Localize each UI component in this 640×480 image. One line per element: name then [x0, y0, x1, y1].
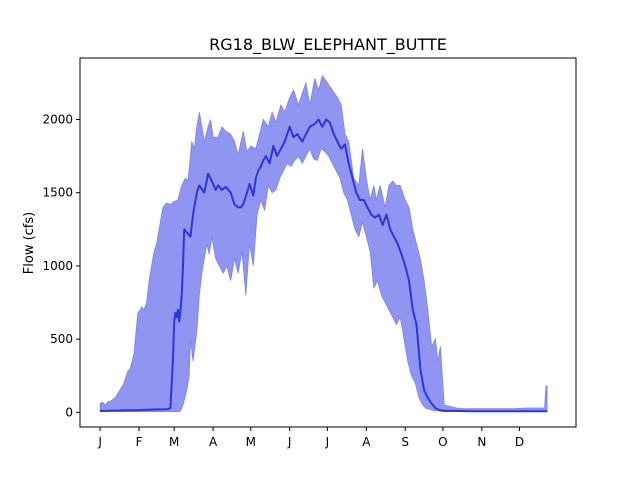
y-tick-label: 1000: [42, 259, 73, 273]
x-tick-label: J: [287, 435, 292, 449]
x-tick-label: D: [515, 435, 524, 449]
x-tick-label: M: [246, 435, 256, 449]
y-tick-label: 500: [50, 332, 73, 346]
x-tick-label: J: [97, 435, 102, 449]
x-tick-label: F: [136, 435, 143, 449]
chart-title: RG18_BLW_ELEPHANT_BUTTE: [209, 35, 447, 55]
y-tick-label: 0: [65, 405, 73, 419]
y-tick-label: 2000: [42, 113, 73, 127]
y-axis-label: Flow (cfs): [22, 212, 37, 274]
plot-area: [99, 74, 548, 413]
x-tick-label: S: [401, 435, 409, 449]
x-tick-label: A: [209, 435, 218, 449]
x-tick-label: J: [325, 435, 330, 449]
median-line: [100, 118, 548, 413]
axes-frame: [79, 57, 577, 428]
x-tick-label: N: [477, 435, 486, 449]
y-axis-ticks: 0 500 1000 1500 2000: [42, 113, 80, 419]
x-tick-label: A: [362, 435, 371, 449]
x-tick-label: O: [438, 435, 447, 449]
y-tick-label: 1500: [42, 186, 73, 200]
x-tick-label: M: [169, 435, 179, 449]
range-band: [99, 74, 548, 413]
